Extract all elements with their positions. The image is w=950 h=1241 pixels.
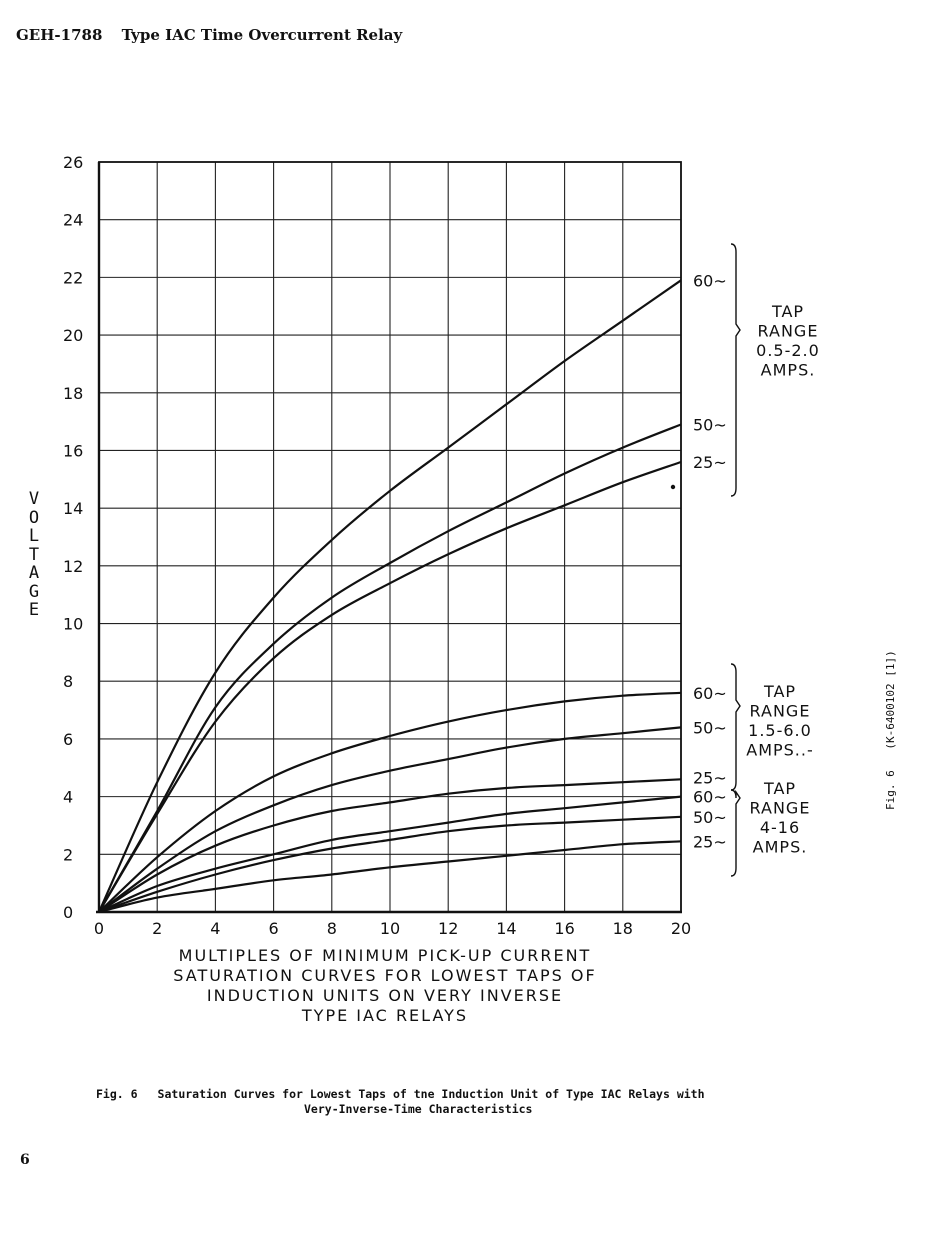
group-bracket [730,663,741,791]
x-tick-label: 2 [152,919,162,938]
chart-caption-line: MULTIPLES OF MINIMUM PICK-UP CURRENT [178,946,592,965]
chart-caption-line: TYPE IAC RELAYS [301,1006,469,1025]
y-axis-label-letter: G [28,581,40,602]
document-title: Type IAC Time Overcurrent Relay [121,26,403,44]
group-label-line: RANGE [758,322,819,341]
y-axis-label-letter: O [28,507,40,528]
group-label-line: AMPS..- [746,741,814,760]
chart-caption: MULTIPLES OF MINIMUM PICK-UP CURRENT SATU… [150,946,620,1026]
chart-caption-line: INDUCTION UNITS ON VERY INVERSE [206,986,564,1005]
y-tick-label: 10 [63,615,83,634]
y-axis-label-letter: T [28,544,40,565]
x-tick-label: 12 [438,919,458,938]
figure-caption-line-2: Very-Inverse-Time Characteristics [304,1102,533,1116]
group-label-line: AMPS. [753,838,808,857]
group-label-line: TAP [763,779,796,798]
group-label-line: AMPS. [761,361,816,380]
document-number: GEH-1788 [16,26,103,44]
group-label-line: RANGE [750,702,811,721]
y-tick-label: 14 [63,499,83,518]
y-tick-label: 12 [63,557,83,576]
series-label: 50~ [693,718,727,737]
x-tick-label: 20 [671,919,691,938]
y-tick-label: 26 [63,153,83,172]
y-tick-label: 24 [63,211,83,230]
y-tick-label: 22 [63,268,83,287]
y-tick-label: 16 [63,441,83,460]
chart-caption-line: SATURATION CURVES FOR LOWEST TAPS OF [173,966,597,985]
group-bracket [730,243,741,497]
page-header: GEH-1788 Type IAC Time Overcurrent Relay [16,26,416,44]
side-reference-code: (K-6400102 [1]) [884,650,897,750]
series-line [98,778,682,913]
group-label-line: TAP [763,682,796,701]
y-tick-label: 6 [63,730,73,749]
stray-mark [670,484,676,490]
x-tick-label: 10 [380,919,400,938]
y-tick-label: 18 [63,384,83,403]
x-tick-label: 16 [554,919,574,938]
x-tick-label: 18 [613,919,633,938]
x-tick-label: 0 [94,919,104,938]
x-tick-label: 4 [210,919,220,938]
group-label-line: 1.5-6.0 [748,721,812,740]
series-label: 50~ [693,808,727,827]
y-tick-label: 0 [63,903,73,922]
series-label: 60~ [693,788,727,807]
series-line [98,460,682,913]
series-label: 60~ [693,271,727,290]
x-tick-label: 14 [496,919,516,938]
figure-caption: Fig. 6 Saturation Curves for Lowest Taps … [96,1087,816,1117]
group-label-line: TAP [771,302,804,321]
series-line [98,726,682,913]
side-reference: Fig. 6 (K-6400102 [1]) [884,636,897,810]
y-tick-label: 4 [63,788,73,807]
series-label: 25~ [693,832,727,851]
series-label: 60~ [693,684,727,703]
page-number: 6 [20,1152,30,1168]
series-line [98,815,682,914]
series-label: 50~ [693,416,727,435]
series-line [98,840,682,914]
group-label-line: RANGE [750,799,811,818]
series-line [98,691,682,913]
y-tick-label: 2 [63,845,73,864]
series-line [97,279,682,913]
x-tick-label: 6 [269,919,279,938]
series-line [98,795,682,914]
y-axis-label-letter: A [28,563,40,583]
y-axis-label-letter: V [28,489,40,509]
group-bracket [730,789,741,877]
group-label-line: 4-16 [760,818,800,837]
y-tick-label: 20 [63,326,83,345]
figure-caption-line-1: Saturation Curves for Lowest Taps of tne… [157,1087,705,1101]
y-axis-label-letter: L [28,526,40,546]
y-tick-label: 8 [63,672,73,691]
series-line [98,423,682,913]
group-label-line: 0.5-2.0 [756,341,820,360]
side-reference-label: Fig. 6 [884,770,897,810]
series-label: 25~ [693,768,727,787]
x-tick-label: 8 [327,919,337,938]
series-label: 25~ [693,453,727,472]
figure-label: Fig. 6 [96,1087,138,1101]
y-axis-label-letter: E [28,600,40,620]
